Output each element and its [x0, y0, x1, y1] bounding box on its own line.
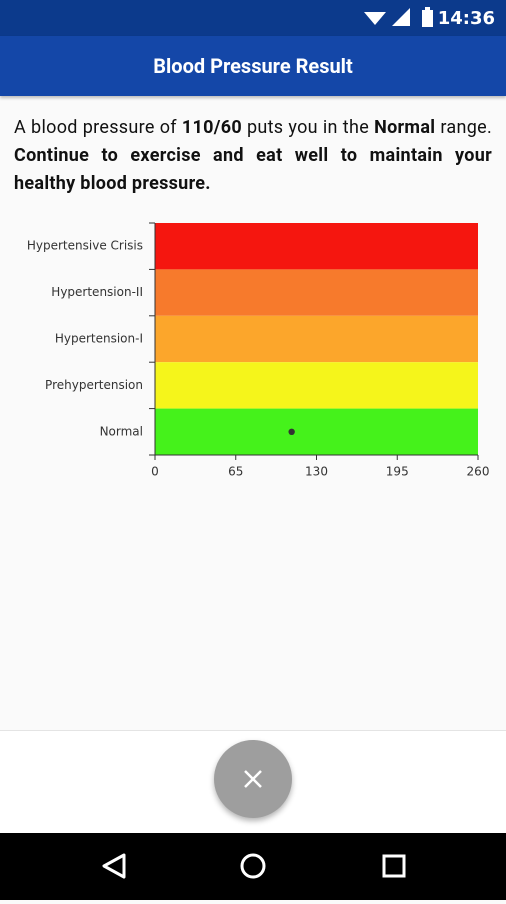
text: puts you in the	[246, 117, 370, 138]
status-bar: 14:36	[0, 0, 506, 36]
band	[155, 362, 478, 409]
category: Normal	[374, 117, 436, 138]
text: A blood pressure of	[14, 117, 177, 138]
close-button[interactable]	[214, 740, 292, 818]
wifi-icon	[364, 12, 386, 25]
band	[155, 315, 478, 363]
x-tick-label: 130	[305, 465, 328, 479]
chart: Hypertensive Crisis Hypertension-II Hypert…	[27, 222, 490, 479]
band	[155, 408, 478, 455]
reading-dot	[288, 428, 295, 435]
y-tick-label: Hypertension-II	[51, 285, 143, 299]
status-icons: 14:36	[364, 7, 495, 29]
x-tick-label: 260	[467, 465, 490, 479]
x-tick-label: 65	[228, 465, 243, 479]
y-tick-label: Prehypertension	[45, 378, 143, 392]
clock: 14:36	[438, 8, 495, 29]
reading: 110/60	[181, 117, 242, 138]
x-tick-label: 195	[386, 465, 409, 479]
app-bar: Blood Pressure Result	[0, 36, 506, 96]
close-icon	[244, 770, 262, 788]
back-button[interactable]	[102, 853, 126, 879]
y-tick-label: Hypertension-I	[55, 332, 143, 346]
band	[155, 223, 478, 270]
battery-tip	[425, 7, 430, 10]
signal-icon	[392, 8, 410, 26]
band	[155, 269, 478, 316]
y-tick-label: Hypertensive Crisis	[27, 239, 143, 253]
text: range.	[440, 117, 493, 138]
app-title: Blood Pressure Result	[153, 54, 353, 78]
result-message: A blood pressure of 110/60 puts you in t…	[14, 114, 492, 198]
y-tick-label: Normal	[100, 424, 143, 438]
nav-icons	[102, 853, 406, 879]
x-tick-label: 0	[151, 465, 159, 479]
nav-bar	[0, 833, 506, 900]
battery-icon	[422, 10, 433, 27]
advice: Continue to exercise and eat well to mai…	[14, 145, 492, 194]
recents-button[interactable]	[382, 854, 406, 878]
home-button[interactable]	[240, 853, 266, 879]
